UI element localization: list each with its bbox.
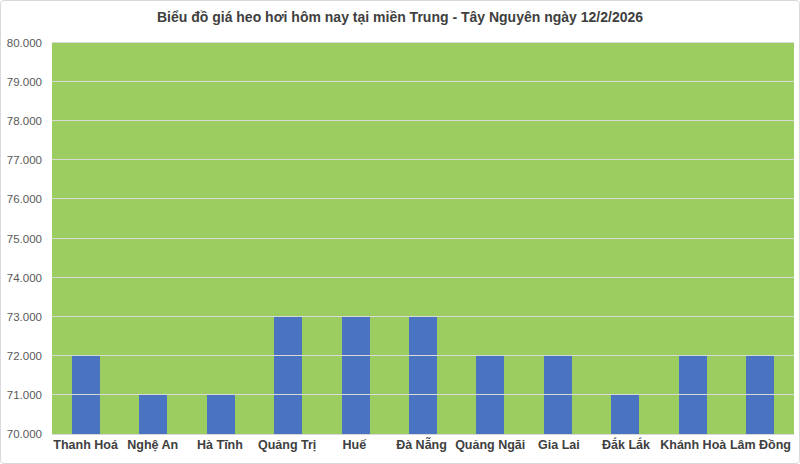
- bars-layer: [52, 43, 794, 434]
- bar-Gia Lai: [544, 356, 572, 434]
- bar-slot: [52, 43, 119, 434]
- bar-Thanh Hoá: [72, 356, 100, 434]
- chart-title: Biểu đồ giá heo hơi hôm nay tại miền Tru…: [1, 9, 799, 25]
- y-axis-tick-label: 76.000: [7, 193, 42, 205]
- y-axis-tick-label: 70.000: [7, 428, 42, 440]
- bar-Quảng Trị: [274, 317, 302, 434]
- gridline: [52, 277, 794, 278]
- bar-slot: [659, 43, 726, 434]
- x-axis: Thanh HoáNghệ AnHà TĩnhQuảng TrịHuếĐà Nẵ…: [52, 438, 794, 452]
- gridline: [52, 42, 794, 43]
- bar-slot: [254, 43, 321, 434]
- gridline: [52, 316, 794, 317]
- bar-Lâm Đồng: [746, 356, 774, 434]
- price-bar-chart: Biểu đồ giá heo hơi hôm nay tại miền Tru…: [0, 0, 800, 464]
- x-axis-label: Quảng Trị: [254, 438, 321, 452]
- y-axis-tick-label: 80.000: [7, 37, 42, 49]
- x-axis-label: Hà Tĩnh: [186, 438, 253, 452]
- bar-Đắk Lắk: [611, 395, 639, 434]
- gridline: [52, 394, 794, 395]
- bar-Nghệ An: [139, 395, 167, 434]
- bar-Khánh Hoà: [679, 356, 707, 434]
- x-axis-label: Gia Lai: [525, 438, 592, 452]
- bar-slot: [322, 43, 389, 434]
- y-axis: 70.00071.00072.00073.00074.00075.00076.0…: [1, 43, 47, 434]
- bar-slot: [592, 43, 659, 434]
- y-axis-tick-label: 71.000: [7, 389, 42, 401]
- y-axis-tick-label: 74.000: [7, 272, 42, 284]
- bar-slot: [119, 43, 186, 434]
- bar-slot: [389, 43, 456, 434]
- gridline: [52, 355, 794, 356]
- y-axis-tick-label: 77.000: [7, 154, 42, 166]
- y-axis-tick-label: 78.000: [7, 115, 42, 127]
- x-axis-label: Đà Nẵng: [388, 438, 455, 452]
- bar-slot: [524, 43, 591, 434]
- bar-Hà Tĩnh: [207, 395, 235, 434]
- y-axis-tick-label: 79.000: [7, 76, 42, 88]
- bar-slot: [727, 43, 794, 434]
- gridline: [52, 120, 794, 121]
- x-axis-label: Nghệ An: [119, 438, 186, 452]
- x-axis-label: Khánh Hoà: [660, 438, 727, 452]
- y-axis-tick-label: 75.000: [7, 233, 42, 245]
- x-axis-label: Huế: [321, 438, 388, 452]
- bar-slot: [187, 43, 254, 434]
- x-axis-label: Lâm Đồng: [727, 438, 794, 452]
- x-axis-label: Quảng Ngãi: [455, 438, 525, 452]
- gridline: [52, 81, 794, 82]
- y-axis-tick-label: 72.000: [7, 350, 42, 362]
- bar-Huế: [342, 317, 370, 434]
- bar-Đà Nẵng: [409, 317, 437, 434]
- x-axis-label: Thanh Hoá: [52, 438, 119, 452]
- gridline: [52, 159, 794, 160]
- gridline: [52, 238, 794, 239]
- bar-slot: [457, 43, 524, 434]
- x-axis-label: Đắk Lắk: [592, 438, 659, 452]
- gridline: [52, 198, 794, 199]
- y-axis-tick-label: 73.000: [7, 311, 42, 323]
- bar-Quảng Ngãi: [476, 356, 504, 434]
- plot-area: [52, 43, 794, 435]
